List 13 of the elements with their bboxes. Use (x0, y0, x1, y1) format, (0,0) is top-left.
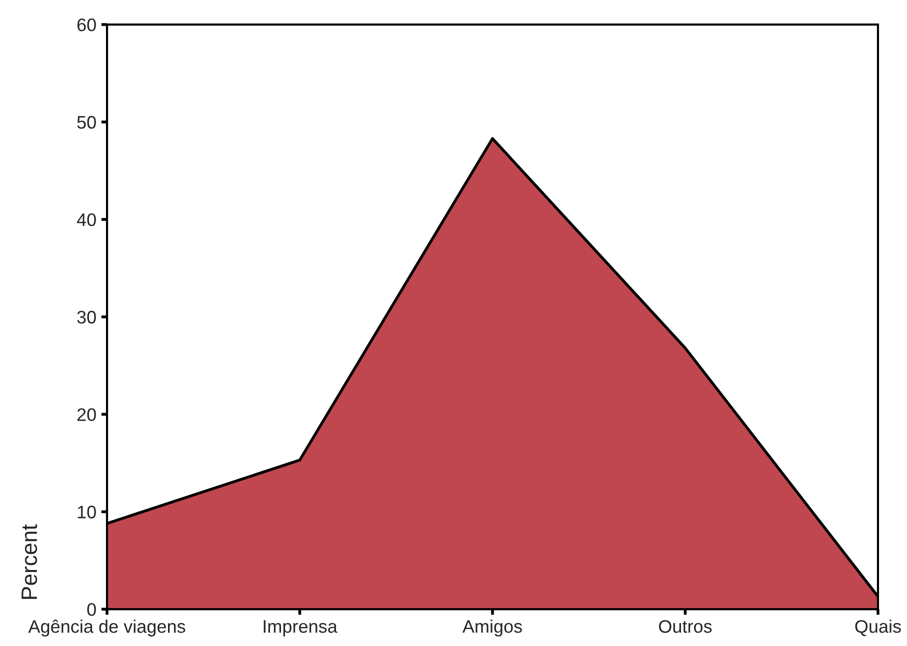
y-tick-label: 0 (87, 603, 96, 616)
y-tick-label: 30 (77, 310, 96, 324)
x-tick-label: Agência de viagens (28, 620, 186, 636)
x-tick-label: Imprensa (264, 620, 338, 636)
y-tick-label: 10 (78, 506, 96, 518)
y-axis-title: Percent (22, 524, 38, 599)
x-tick-label: Outros (659, 620, 712, 633)
y-tick-label: 50 (77, 116, 96, 129)
y-tick-label: 20 (77, 408, 96, 422)
y-tick-label: 40 (76, 213, 96, 226)
x-tick-label: Amigos (462, 620, 522, 636)
x-tick-label: Quais (855, 620, 901, 636)
y-tick-label: 60 (77, 18, 96, 32)
